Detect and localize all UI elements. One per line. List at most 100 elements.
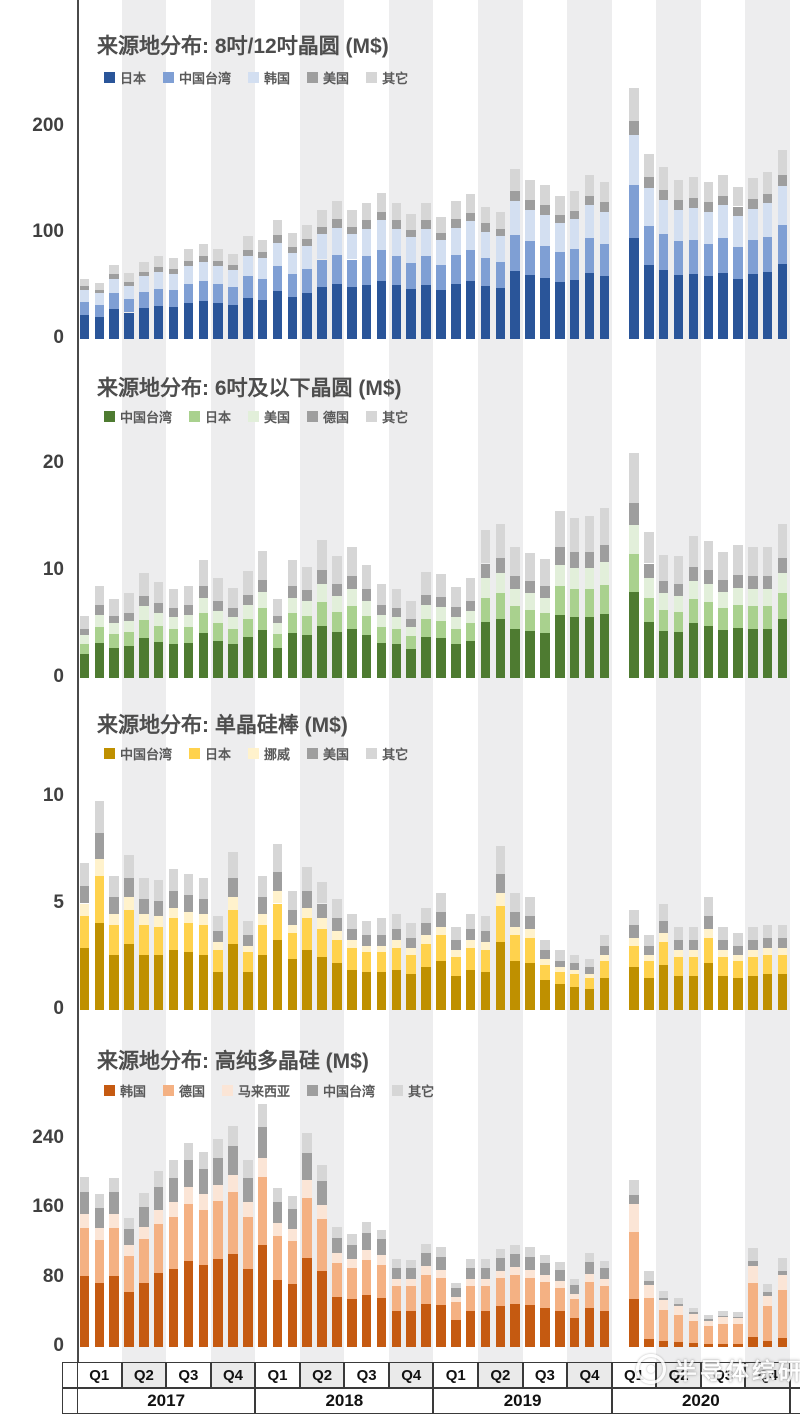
bar-segment xyxy=(718,174,728,196)
bar-segment xyxy=(183,873,194,895)
bar-segment xyxy=(762,576,773,590)
bar-segment xyxy=(153,289,164,307)
bar-segment xyxy=(139,606,149,621)
bar-segment xyxy=(243,571,253,595)
bar-segment xyxy=(510,1303,520,1347)
bar-segment xyxy=(599,243,610,277)
bar-segment xyxy=(599,1279,610,1287)
bar-segment xyxy=(79,654,90,678)
legend-label: 韩国 xyxy=(264,71,291,86)
bar-segment xyxy=(748,975,758,1010)
bar-segment xyxy=(243,236,253,250)
bar-segment xyxy=(94,801,105,834)
bar-segment xyxy=(124,854,134,878)
bar-segment xyxy=(213,302,223,339)
bar-segment xyxy=(569,973,580,987)
bar-segment xyxy=(540,214,550,246)
bar-segment xyxy=(257,924,268,955)
bar-segment xyxy=(94,282,105,291)
bar-segment xyxy=(228,1192,238,1255)
bar-segment xyxy=(109,634,119,649)
bar-segment xyxy=(436,935,446,961)
bar-segment xyxy=(109,1192,119,1215)
bar-segment xyxy=(688,176,699,198)
bar-segment xyxy=(406,1279,416,1287)
bar-segment xyxy=(762,589,773,607)
bar-segment xyxy=(540,1281,550,1308)
bar-segment xyxy=(658,903,669,921)
bar-segment xyxy=(525,1256,535,1270)
bar-segment xyxy=(644,578,654,598)
bar-segment xyxy=(658,1297,669,1301)
legend-chip-icon xyxy=(189,411,201,422)
bar-segment xyxy=(94,1194,105,1209)
bar-segment xyxy=(733,187,743,207)
chart3-title: 来源地分布: 单晶硅棒 (M$) xyxy=(97,714,348,737)
bar-segment xyxy=(555,950,565,961)
bar-segment xyxy=(436,264,446,291)
bar-segment xyxy=(584,1261,595,1275)
bar-segment xyxy=(302,1152,312,1181)
bar-segment xyxy=(391,1286,402,1311)
bar-segment xyxy=(376,935,387,947)
bar-segment xyxy=(332,611,342,632)
bar-segment xyxy=(361,971,372,1010)
bar-segment xyxy=(287,890,298,910)
bar-segment xyxy=(733,627,743,678)
bar-segment xyxy=(332,556,342,584)
bar-segment xyxy=(673,926,684,940)
bar-segment xyxy=(287,253,298,275)
bar-segment xyxy=(584,174,595,196)
legend-chip-icon xyxy=(163,1085,175,1096)
bar-segment xyxy=(257,579,268,593)
bar-segment xyxy=(733,954,743,961)
bar-segment xyxy=(272,648,283,678)
bar-segment xyxy=(555,614,565,678)
bar-segment xyxy=(109,274,119,279)
bar-segment xyxy=(762,937,773,949)
bar-segment xyxy=(332,1237,342,1254)
bar-segment xyxy=(495,619,506,678)
bar-segment xyxy=(569,1294,580,1300)
bar-segment xyxy=(243,920,253,936)
bar-segment xyxy=(228,1125,238,1147)
bar-segment xyxy=(391,284,402,339)
bar-segment xyxy=(451,617,461,629)
legend-item: 其它 xyxy=(366,744,408,763)
bar-segment xyxy=(555,547,565,565)
bar-segment xyxy=(495,1270,506,1279)
bar-segment xyxy=(109,1228,119,1276)
bar-segment xyxy=(139,595,149,607)
bar-segment xyxy=(272,291,283,339)
bar-segment xyxy=(79,1192,90,1215)
bar-segment xyxy=(317,226,327,235)
bar-segment xyxy=(213,1157,223,1185)
bar-segment xyxy=(658,189,669,201)
bar-segment xyxy=(480,206,491,224)
bar-segment xyxy=(599,584,610,614)
bar-segment xyxy=(243,1216,253,1269)
bar-segment xyxy=(139,954,149,1010)
bar-segment xyxy=(777,948,788,955)
quarter-label-cell: Q2 xyxy=(121,1362,167,1388)
legend-label: 美国 xyxy=(323,747,350,762)
bar-segment xyxy=(599,961,610,979)
bar-segment xyxy=(183,1160,194,1188)
bar-segment xyxy=(406,289,416,339)
bar-segment xyxy=(168,918,179,951)
legend-label: 挪威 xyxy=(264,747,291,762)
bar-segment xyxy=(153,1170,164,1188)
bar-segment xyxy=(421,935,431,944)
bar-segment xyxy=(480,941,491,951)
bar-segment xyxy=(139,292,149,309)
bar-segment xyxy=(198,954,208,1010)
bar-segment xyxy=(317,234,327,260)
bar-segment xyxy=(569,954,580,964)
bar-segment xyxy=(748,628,758,678)
bar-segment xyxy=(599,613,610,678)
bar-segment xyxy=(124,645,134,678)
bar-segment xyxy=(391,203,402,221)
y-tick-label: 20 xyxy=(42,452,64,473)
bar-segment xyxy=(272,242,283,266)
bar-segment xyxy=(317,1181,327,1205)
